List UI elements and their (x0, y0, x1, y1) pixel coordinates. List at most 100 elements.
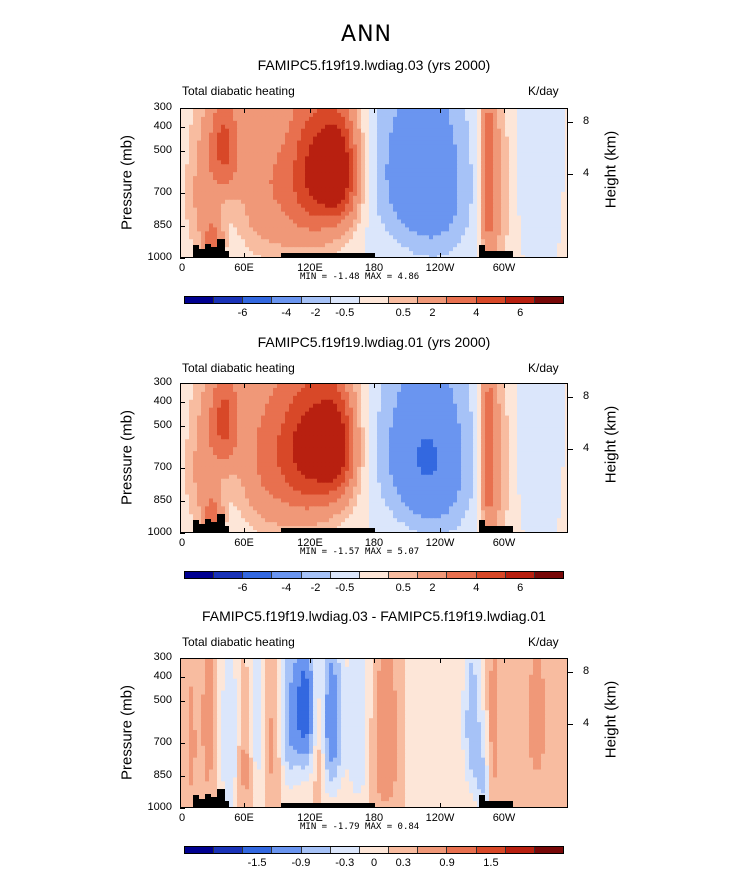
heatmap-cell (481, 168, 486, 173)
heatmap-cell (553, 176, 558, 181)
heatmap-cell (273, 184, 278, 189)
heatmap-cell (209, 419, 214, 425)
heatmap-cell (277, 227, 282, 232)
heatmap-cell (437, 124, 442, 130)
heatmap-cell (181, 168, 186, 173)
heatmap-cell (293, 195, 298, 201)
heatmap-cell (337, 180, 342, 185)
heatmap-cell (433, 239, 438, 244)
heatmap-cell (473, 247, 478, 252)
heatmap-cell (361, 144, 366, 150)
heatmap-cell (529, 211, 534, 217)
heatmap-cell (189, 116, 194, 122)
heatmap-cell (341, 387, 346, 393)
heatmap-cell (549, 251, 554, 256)
heatmap-cell (325, 144, 330, 150)
heatmap-cell (269, 431, 274, 436)
heatmap-cell (537, 207, 542, 213)
heatmap-cell (257, 219, 262, 225)
heatmap-cell (449, 415, 454, 421)
heatmap-cell (237, 411, 242, 417)
heatmap-cell (509, 231, 514, 236)
heatmap-cell (185, 144, 190, 150)
heatmap-cell (349, 215, 354, 221)
heatmap-cell (553, 255, 558, 257)
heatmap-cell (513, 223, 518, 229)
heatmap-cell (357, 387, 362, 393)
heatmap-cell (541, 211, 546, 217)
heatmap-cell (477, 391, 482, 397)
heatmap-cell (477, 395, 482, 401)
heatmap-cell (285, 211, 290, 217)
heatmap-cell (377, 251, 382, 256)
heatmap-cell (197, 140, 202, 146)
heatmap-cell (457, 148, 462, 154)
heatmap-cell (297, 427, 302, 432)
heatmap-cell (465, 255, 470, 257)
heatmap-cell (425, 140, 430, 146)
heatmap-cell (333, 168, 338, 173)
heatmap-cell (269, 423, 274, 429)
heatmap-cell (381, 191, 386, 197)
heatmap-cell (189, 399, 194, 405)
heatmap-cell (297, 211, 302, 217)
heatmap-cell (421, 156, 426, 161)
heatmap-cell (441, 195, 446, 201)
heatmap-cell (273, 120, 278, 126)
heatmap-cell (345, 176, 350, 181)
heatmap-cell (553, 423, 558, 429)
heatmap-cell (477, 112, 482, 118)
heatmap-cell (373, 112, 378, 118)
heatmap-cell (393, 112, 398, 118)
heatmap-cell (429, 423, 434, 429)
heatmap-cell (197, 128, 202, 134)
heatmap-cell (193, 132, 198, 138)
heatmap-cell (413, 120, 418, 126)
heatmap-cell (265, 411, 270, 417)
heatmap-cell (517, 387, 522, 393)
heatmap-cell (441, 395, 446, 401)
heatmap-cell (365, 152, 370, 157)
heatmap-cell (561, 187, 566, 193)
heatmap-cell (393, 211, 398, 217)
heatmap-cell (273, 423, 278, 429)
heatmap-cell (465, 391, 470, 397)
heatmap-cell (441, 140, 446, 146)
heatmap-cell (485, 387, 490, 393)
heatmap-cell (317, 243, 322, 248)
heatmap-cell (389, 199, 394, 205)
heatmap-cell (497, 239, 502, 244)
heatmap-cell (333, 384, 338, 389)
heatmap-cell (337, 207, 342, 213)
heatmap-cell (233, 391, 238, 397)
heatmap-cell (545, 109, 550, 114)
heatmap-cell (485, 136, 490, 142)
heatmap-cell (317, 184, 322, 189)
heatmap-cell (205, 395, 210, 401)
heatmap-cell (485, 419, 490, 425)
heatmap-cell (245, 387, 250, 393)
heatmap-cell (341, 423, 346, 429)
heatmap-cell (309, 160, 314, 165)
heatmap-cell (441, 203, 446, 209)
heatmap-cell (533, 136, 538, 142)
heatmap-cell (557, 207, 562, 213)
heatmap-cell (393, 120, 398, 126)
heatmap-cell (285, 148, 290, 154)
panel-subtitle: Total diabatic heating (182, 84, 295, 98)
heatmap-cell (369, 160, 374, 165)
heatmap-cell (517, 211, 522, 217)
heatmap-cell (549, 199, 554, 205)
heatmap-cell (541, 195, 546, 201)
heatmap-cell (329, 168, 334, 173)
heatmap-cell (289, 207, 294, 213)
heatmap-cell (345, 223, 350, 229)
heatmap-cell (405, 148, 410, 154)
heatmap-cell (309, 203, 314, 209)
heatmap-cell (241, 407, 246, 413)
heatmap-cell (513, 164, 518, 169)
heatmap-cell (437, 227, 442, 232)
heatmap-cell (509, 132, 514, 138)
heatmap-cell (225, 124, 230, 130)
heatmap-cell (241, 148, 246, 154)
